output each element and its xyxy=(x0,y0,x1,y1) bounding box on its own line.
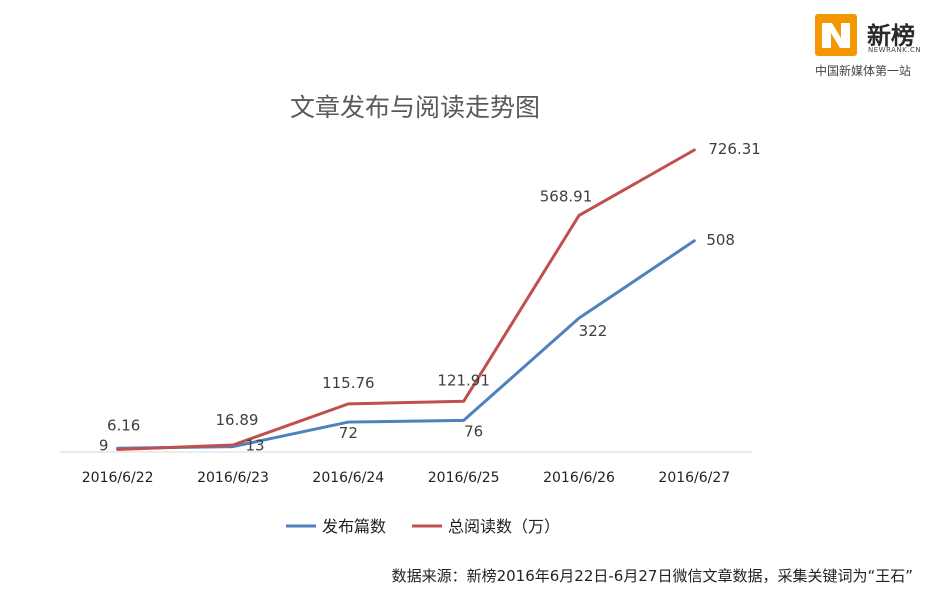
logo-slogan: 中国新媒体第一站 xyxy=(815,64,912,78)
data-label: 13 xyxy=(245,437,264,455)
data-label: 115.76 xyxy=(322,374,375,392)
data-source-note: 数据来源：新榜2016年6月22日-6月27日微信文章数据，采集关键词为“王石” xyxy=(391,567,913,585)
x-tick-label: 2016/6/23 xyxy=(197,470,269,486)
data-label: 6.16 xyxy=(107,416,140,434)
data-label: 568.91 xyxy=(540,187,593,205)
newrank-logo-icon xyxy=(815,14,857,56)
series-line-1 xyxy=(116,148,696,451)
x-tick-label: 2016/6/27 xyxy=(658,470,730,486)
data-label: 76 xyxy=(464,422,483,440)
series-line-0 xyxy=(116,239,696,450)
data-label: 508 xyxy=(706,231,735,249)
chart-title: 文章发布与阅读走势图 xyxy=(289,93,540,122)
data-label: 322 xyxy=(579,322,608,340)
legend-label-1: 总阅读数（万） xyxy=(448,517,560,536)
data-label: 726.31 xyxy=(708,140,761,158)
logo-domain: NEWRANK.CN xyxy=(868,46,922,54)
data-label: 72 xyxy=(339,424,358,442)
x-tick-label: 2016/6/26 xyxy=(543,470,615,486)
data-label: 16.89 xyxy=(216,411,259,429)
x-tick-label: 2016/6/24 xyxy=(312,470,384,486)
x-tick-label: 2016/6/25 xyxy=(428,470,500,486)
data-label: 121.91 xyxy=(437,371,490,389)
newrank-logo: 新榜 NEWRANK.CN 中国新媒体第一站 xyxy=(815,14,930,80)
data-label: 9 xyxy=(99,436,109,454)
x-tick-label: 2016/6/22 xyxy=(82,470,154,486)
logo-name: 新榜 xyxy=(867,22,915,50)
legend-label-0: 发布篇数 xyxy=(322,517,386,536)
